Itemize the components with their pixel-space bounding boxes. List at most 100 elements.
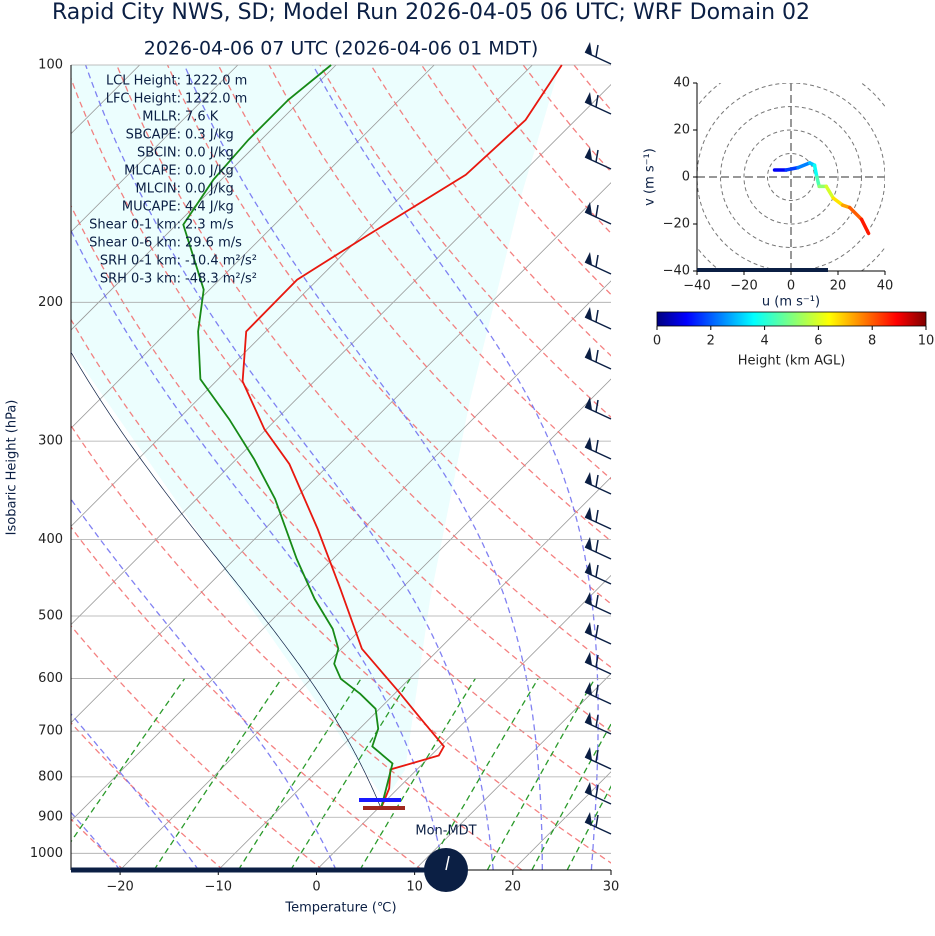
wind-barb: [595, 714, 599, 728]
wind-barb: [584, 481, 612, 495]
wind-barb-flag: [585, 507, 592, 520]
background-lines: [71, 65, 935, 870]
isotherm: [217, 476, 611, 870]
mixing-ratio: [486, 678, 596, 870]
wind-barb-flag: [585, 592, 592, 605]
dry-adiabat: [116, 65, 611, 669]
stat-label: LFC Height:: [106, 92, 181, 107]
wind-barb: [584, 446, 612, 460]
wind-barb-flag: [585, 782, 592, 795]
stat-value: 4.4 J/kg: [185, 200, 234, 215]
mixing-ratio: [153, 678, 283, 870]
wind-barb: [584, 661, 612, 675]
wind-barb-flag: [585, 537, 592, 550]
profile-line: [182, 64, 394, 809]
wind-barb: [584, 51, 612, 65]
shaded-region: [71, 65, 560, 800]
range-ring: [720, 106, 862, 248]
stat-label: MUCAPE:: [122, 200, 181, 215]
stat-value: 0.0 J/kg: [185, 146, 234, 161]
x-tick-label: 0: [787, 279, 795, 294]
colorbar-label: Height (km AGL): [738, 354, 846, 369]
stat-value: -48.3 m²/s²: [185, 272, 257, 287]
range-ring: [767, 153, 815, 201]
parcel-path: [71, 351, 382, 809]
y-axis-label: Isobaric Height (hPa): [5, 400, 20, 536]
wind-barb: [595, 474, 599, 488]
dry-adiabat: [71, 526, 423, 870]
stat-label: MLCAPE:: [124, 164, 181, 179]
x-axis-label: u (m s⁻¹): [762, 295, 820, 310]
moist-adiabat: [84, 65, 494, 870]
stat-value: 1222.0 m: [185, 92, 247, 107]
wind-barb: [584, 571, 612, 585]
wind-barb-flag: [585, 682, 592, 695]
colorbar-tick-label: 2: [707, 334, 715, 349]
wind-barb: [584, 756, 612, 770]
wind-barb: [595, 684, 599, 698]
wind-barb: [595, 654, 599, 668]
wind-barb-flag: [585, 712, 592, 725]
wind-barb: [584, 406, 612, 420]
clock-label: Mon-MDT: [415, 824, 476, 839]
wind-barb-flag: [585, 652, 592, 665]
x-tick-label: −20: [730, 279, 757, 294]
colorbar-tick-label: 8: [868, 334, 876, 349]
x-tick-label: 20: [830, 279, 847, 294]
colorbar-tick-label: 6: [814, 334, 822, 349]
wind-barb: [595, 784, 599, 798]
wind-barb: [595, 399, 599, 413]
range-ring: [743, 129, 839, 225]
hodograph-segment: [796, 161, 812, 170]
x-tick-label: −10: [205, 880, 232, 895]
dry-adiabat: [71, 721, 224, 870]
wind-barb: [584, 821, 612, 835]
dry-adiabat: [71, 424, 523, 870]
skewt-plot: 100 200 300 400 500 600 700 800 900 1000 −20 −10 0 10…: [5, 42, 620, 916]
wind-barb: [584, 516, 612, 530]
dry-adiabat: [777, 65, 935, 870]
stat-value: 29.6 m/s: [185, 236, 242, 251]
x-tick-label: 30: [603, 880, 620, 895]
wind-barb-flag: [585, 42, 592, 55]
wind-barb: [595, 254, 599, 268]
wind-barb: [584, 601, 612, 615]
wind-barb: [595, 539, 599, 553]
moist-adiabat: [71, 712, 200, 870]
stat-value: -10.4 m²/s²: [185, 254, 257, 269]
mixing-ratio: [71, 678, 186, 843]
y-tick-label: 100: [38, 58, 63, 73]
dry-adiabat: [71, 624, 324, 870]
isotherm: [316, 574, 611, 870]
dry-adiabat: [676, 65, 935, 870]
y-tick-label: −40: [663, 264, 690, 279]
stat-value: 1222.0 m: [185, 74, 247, 89]
isotherm: [414, 673, 611, 870]
wind-barb-flag: [585, 812, 592, 825]
y-tick-label: 500: [38, 608, 63, 623]
dry-adiabat: [319, 65, 611, 419]
stat-value: 0.0 J/kg: [185, 164, 234, 179]
x-tick-label: −40: [683, 279, 710, 294]
stat-label: LCL Height:: [106, 74, 181, 89]
stat-label: SRH 0-1 km:: [100, 254, 181, 269]
stat-value: 0.3 J/kg: [185, 128, 234, 143]
isotherm: [610, 869, 611, 870]
y-tick-label: 700: [38, 724, 63, 739]
wind-barb: [595, 94, 599, 108]
dry-adiabat: [71, 76, 611, 733]
wind-barb-flag: [585, 437, 592, 450]
wind-barb: [595, 624, 599, 638]
y-tick-label: 1000: [30, 846, 63, 861]
wind-barb: [595, 439, 599, 453]
isotherm: [119, 378, 611, 870]
isotherm: [71, 182, 611, 724]
wind-barb: [584, 546, 612, 560]
wind-barb-flag: [585, 562, 592, 575]
y-tick-label: 300: [38, 434, 63, 449]
dry-adiabat: [268, 65, 611, 480]
hodograph-segment: [848, 205, 864, 222]
isotherm: [71, 65, 337, 331]
stat-value: 7.6 K: [185, 110, 219, 125]
